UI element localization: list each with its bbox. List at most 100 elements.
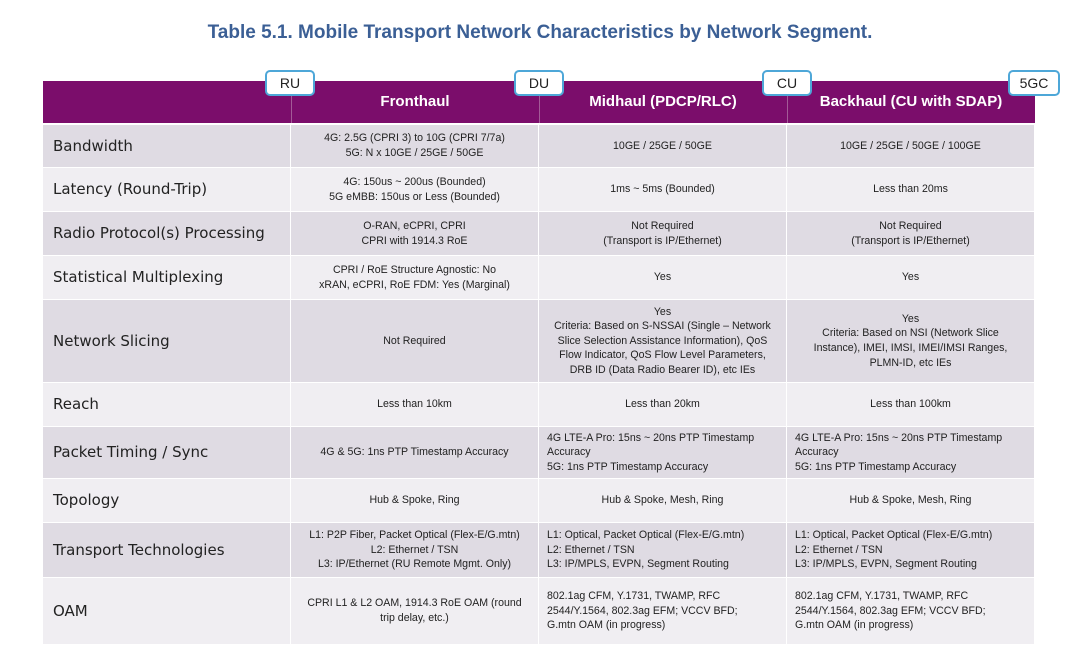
cell-line: 2544/Y.1564, 802.3ag EFM; VCCV BFD; [795,604,986,617]
cell-fronthaul: L1: P2P Fiber, Packet Optical (Flex-E/G.… [291,523,539,577]
cell-line: DRB ID (Data Radio Bearer ID), etc IEs [569,363,756,376]
table-row: Latency (Round-Trip) 4G: 150us ~ 200us (B… [43,168,1035,211]
node-5gc: 5GC [1008,70,1060,96]
cell-backhaul: L1: Optical, Packet Optical (Flex-E/G.mt… [787,523,1035,577]
cell-line: Less than 20ms [873,183,948,196]
table-row: Bandwidth 4G: 2.5G (CPRI 3) to 10G (CPRI … [43,125,1035,167]
header-midhaul: Midhaul (PDCP/RLC) [589,93,737,110]
cell-line: 802.1ag CFM, Y.1731, TWAMP, RFC [795,590,969,603]
cell-fronthaul: 4G: 2.5G (CPRI 3) to 10G (CPRI 7/7a) 5G: … [291,125,539,167]
row-label: Bandwidth [43,125,291,167]
cell-line: CPRI with 1914.3 RoE [361,234,468,247]
cell-line: 5G eMBB: 150us or Less (Bounded) [329,190,500,203]
cell-line: Yes [901,271,920,284]
cell-line: 4G LTE-A Pro: 15ns ~ 20ns PTP Timestamp [795,431,1003,444]
cell-line: 4G & 5G: 1ns PTP Timestamp Accuracy [320,446,509,459]
cell-midhaul: Yes [539,256,787,299]
cell-midhaul: Less than 20km [539,383,787,426]
cell-fronthaul: Hub & Spoke, Ring [291,479,539,522]
cell-line: Less than 100km [870,398,951,411]
cell-line: (Transport is IP/Ethernet) [603,234,722,247]
cell-line: Accuracy [547,446,591,459]
cell-line: Slice Selection Assistance Information),… [557,334,768,347]
table-row: Packet Timing / Sync 4G & 5G: 1ns PTP Tim… [43,427,1035,478]
cell-fronthaul: Less than 10km [291,383,539,426]
row-label: Statistical Multiplexing [43,256,291,299]
cell-line: 4G: 2.5G (CPRI 3) to 10G (CPRI 7/7a) [324,132,505,145]
cell-line: 1ms ~ 5ms (Bounded) [610,183,715,196]
cell-backhaul: Not Required (Transport is IP/Ethernet) [787,212,1035,255]
table-row: Statistical Multiplexing CPRI / RoE Struc… [43,256,1035,299]
cell-midhaul: 1ms ~ 5ms (Bounded) [539,168,787,211]
row-label: Latency (Round-Trip) [43,168,291,211]
table-row: Radio Protocol(s) Processing O-RAN, eCPRI… [43,212,1035,255]
table-row: OAM CPRI L1 & L2 OAM, 1914.3 RoE OAM (rou… [43,578,1035,644]
cell-backhaul: 4G LTE-A Pro: 15ns ~ 20ns PTP Timestamp A… [787,427,1035,478]
table-row: Reach Less than 10km Less than 20km Less th… [43,383,1035,426]
cell-line: Not Required [383,334,446,347]
cell-midhaul: Hub & Spoke, Mesh, Ring [539,479,787,522]
cell-line: Instance), IMEI, IMSI, IMEI/IMSI Ranges, [813,342,1008,354]
table-row: Topology Hub & Spoke, Ring Hub & Spoke, Me… [43,479,1035,522]
row-label: Transport Technologies [43,523,291,577]
cell-line: 10GE / 25GE / 50GE [613,139,712,152]
cell-line: L1: P2P Fiber, Packet Optical (Flex-E/G.… [309,529,520,542]
header-backhaul: Backhaul (CU with SDAP) [819,93,1003,110]
cell-backhaul: 802.1ag CFM, Y.1731, TWAMP, RFC 2544/Y.15… [787,578,1035,644]
row-label: Reach [43,383,291,426]
cell-backhaul: Yes Criteria: Based on NSI (Network Slice… [787,300,1035,382]
cell-line: Criteria: Based on NSI (Network Slice [822,327,999,340]
cell-line: G.mtn OAM (in progress) [547,619,666,632]
table-row: Network Slicing Not Required Yes Criteria: … [43,300,1035,382]
cell-line: Criteria: Based on S-NSSAI (Single – Net… [554,320,771,333]
cell-line: PLMN-ID, etc IEs [869,356,952,369]
table-row: Transport Technologies L1: P2P Fiber, Pac… [43,523,1035,577]
cell-midhaul: L1: Optical, Packet Optical (Flex-E/G.mt… [539,523,787,577]
cell-line: L1: Optical, Packet Optical (Flex-E/G.mt… [547,529,745,542]
cell-fronthaul: CPRI L1 & L2 OAM, 1914.3 RoE OAM (round t… [291,578,539,644]
cell-line: 5G: 1ns PTP Timestamp Accuracy [795,460,957,473]
cell-backhaul: Less than 20ms [787,168,1035,211]
cell-line: L2: Ethernet / TSN [795,543,883,556]
cell-line: 2544/Y.1564, 802.3ag EFM; VCCV BFD; [547,604,738,617]
cell-midhaul: Yes Criteria: Based on S-NSSAI (Single – … [539,300,787,382]
cell-line: Hub & Spoke, Mesh, Ring [849,494,972,507]
node-ru: RU [265,70,315,96]
cell-line: L2: Ethernet / TSN [370,543,459,556]
cell-line: Less than 10km [377,398,452,411]
row-label: Network Slicing [43,300,291,382]
cell-midhaul: 4G LTE-A Pro: 15ns ~ 20ns PTP Timestamp A… [539,427,787,478]
cell-line: xRAN, eCPRI, RoE FDM: Yes (Marginal) [319,278,510,291]
cell-line: Not Required [631,219,694,232]
cell-line: L3: IP/MPLS, EVPN, Segment Routing [795,558,977,571]
cell-line: trip delay, etc.) [380,612,449,624]
row-label: OAM [43,578,291,644]
cell-line: Yes [653,271,672,284]
cell-line: 4G: 150us ~ 200us (Bounded) [343,175,486,188]
cell-line: 802.1ag CFM, Y.1731, TWAMP, RFC [547,590,721,603]
cell-line: CPRI / RoE Structure Agnostic: No [332,263,497,276]
row-label: Radio Protocol(s) Processing [43,212,291,255]
cell-line: Hub & Spoke, Ring [369,494,460,507]
cell-line: (Transport is IP/Ethernet) [851,234,970,247]
cell-line: CPRI L1 & L2 OAM, 1914.3 RoE OAM (round [307,597,522,610]
cell-fronthaul: O-RAN, eCPRI, CPRI CPRI with 1914.3 RoE [291,212,539,255]
cell-backhaul: Hub & Spoke, Mesh, Ring [787,479,1035,522]
cell-line: Hub & Spoke, Mesh, Ring [601,494,724,507]
cell-line: 10GE / 25GE / 50GE / 100GE [840,139,981,152]
cell-line: L1: Optical, Packet Optical (Flex-E/G.mt… [795,529,993,542]
cell-fronthaul: CPRI / RoE Structure Agnostic: No xRAN, e… [291,256,539,299]
cell-line: 5G: N x 10GE / 25GE / 50GE [345,147,484,159]
cell-backhaul: Less than 100km [787,383,1035,426]
cell-midhaul: 10GE / 25GE / 50GE [539,125,787,167]
node-cu: CU [762,70,812,96]
cell-line: Not Required [879,219,942,232]
cell-fronthaul: 4G: 150us ~ 200us (Bounded) 5G eMBB: 150u… [291,168,539,211]
cell-line: L3: IP/MPLS, EVPN, Segment Routing [547,558,729,571]
table-title: Table 5.1. Mobile Transport Network Char… [207,22,873,43]
cell-line: O-RAN, eCPRI, CPRI [363,219,466,232]
cell-line: L3: IP/Ethernet (RU Remote Mgmt. Only) [317,558,512,571]
cell-fronthaul: 4G & 5G: 1ns PTP Timestamp Accuracy [291,427,539,478]
cell-line: G.mtn OAM (in progress) [795,619,914,632]
cell-backhaul: Yes [787,256,1035,299]
